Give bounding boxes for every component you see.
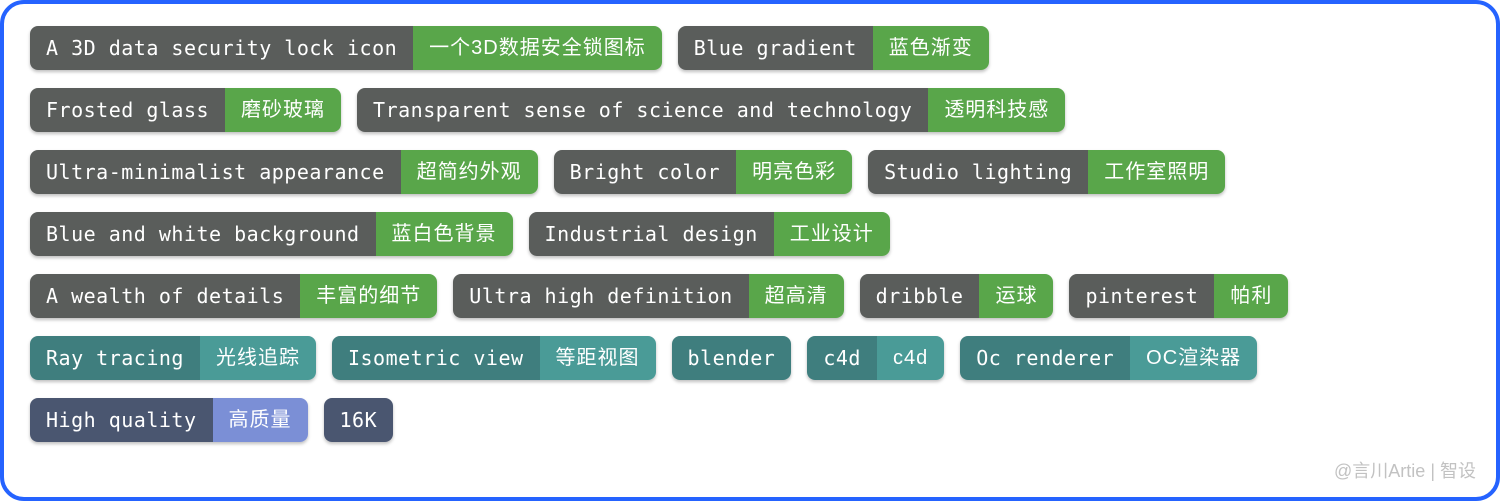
prompt-tag[interactable]: pinterest帕利 xyxy=(1069,274,1288,318)
tag-row: Blue and white background蓝白色背景 Industrial… xyxy=(30,212,1470,256)
tag-english-segment: Blue gradient xyxy=(678,26,873,70)
tag-chinese-segment: 超简约外观 xyxy=(401,150,538,194)
tag-chinese-segment: 工业设计 xyxy=(774,212,890,256)
tag-english-segment: Isometric view xyxy=(332,336,540,380)
tag-chinese-segment: 磨砂玻璃 xyxy=(225,88,341,132)
tag-chinese-segment: 等距视图 xyxy=(540,336,656,380)
prompt-tag[interactable]: Industrial design工业设计 xyxy=(529,212,890,256)
tag-chinese-segment: OC渲染器 xyxy=(1130,336,1257,380)
prompt-tag[interactable]: Blue gradient蓝色渐变 xyxy=(678,26,989,70)
prompt-tag[interactable]: Ultra-minimalist appearance超简约外观 xyxy=(30,150,538,194)
tag-chinese-segment: 高质量 xyxy=(213,398,308,442)
prompt-tag[interactable]: blender xyxy=(672,336,792,380)
tag-english-segment: Ray tracing xyxy=(30,336,200,380)
tag-english-segment: pinterest xyxy=(1069,274,1214,318)
tag-chinese-segment: 工作室照明 xyxy=(1088,150,1225,194)
prompt-tag[interactable]: Ultra high definition超高清 xyxy=(453,274,843,318)
prompt-tag[interactable]: dribble运球 xyxy=(860,274,1054,318)
tag-english-segment: c4d xyxy=(807,336,877,380)
tag-english-segment: Ultra-minimalist appearance xyxy=(30,150,401,194)
tag-chinese-segment: 运球 xyxy=(979,274,1053,318)
tag-panel: A 3D data security lock icon一个3D数据安全锁图标 B… xyxy=(0,0,1500,501)
prompt-tag[interactable]: A wealth of details丰富的细节 xyxy=(30,274,437,318)
tag-row: Ultra-minimalist appearance超简约外观 Bright c… xyxy=(30,150,1470,194)
tag-chinese-segment: 明亮色彩 xyxy=(736,150,852,194)
prompt-tag[interactable]: Transparent sense of science and technol… xyxy=(357,88,1065,132)
tag-row: Frosted glass磨砂玻璃 Transparent sense of sc… xyxy=(30,88,1470,132)
tag-row: Ray tracing光线追踪 Isometric view等距视图 blender… xyxy=(30,336,1470,380)
tag-english-segment: Bright color xyxy=(554,150,737,194)
tag-english-segment: Frosted glass xyxy=(30,88,225,132)
prompt-tag[interactable]: Studio lighting工作室照明 xyxy=(868,150,1225,194)
tag-english-segment: Transparent sense of science and technol… xyxy=(357,88,928,132)
prompt-tag[interactable]: c4dc4d xyxy=(807,336,944,380)
tag-chinese-segment: 帕利 xyxy=(1214,274,1288,318)
tag-chinese-segment: 超高清 xyxy=(749,274,844,318)
tag-english-segment: blender xyxy=(672,336,792,380)
tag-english-segment: High quality xyxy=(30,398,213,442)
prompt-tag[interactable]: Bright color明亮色彩 xyxy=(554,150,853,194)
prompt-tag[interactable]: Oc rendererOC渲染器 xyxy=(960,336,1257,380)
tag-english-segment: dribble xyxy=(860,274,980,318)
tag-chinese-segment: 一个3D数据安全锁图标 xyxy=(413,26,662,70)
prompt-tag[interactable]: Blue and white background蓝白色背景 xyxy=(30,212,513,256)
tag-english-segment: Ultra high definition xyxy=(453,274,748,318)
tag-chinese-segment: 光线追踪 xyxy=(200,336,316,380)
watermark-text: @言川Artie | 智设 xyxy=(1334,457,1476,483)
tag-chinese-segment: 丰富的细节 xyxy=(300,274,437,318)
tag-english-segment: Industrial design xyxy=(529,212,774,256)
tag-chinese-segment: 蓝白色背景 xyxy=(376,212,513,256)
prompt-tag[interactable]: Frosted glass磨砂玻璃 xyxy=(30,88,341,132)
tag-english-segment: Blue and white background xyxy=(30,212,376,256)
prompt-tag[interactable]: A 3D data security lock icon一个3D数据安全锁图标 xyxy=(30,26,662,70)
tag-english-segment: A 3D data security lock icon xyxy=(30,26,413,70)
prompt-tag[interactable]: High quality高质量 xyxy=(30,398,308,442)
tag-row: A wealth of details丰富的细节 Ultra high defin… xyxy=(30,274,1470,318)
prompt-tag[interactable]: Ray tracing光线追踪 xyxy=(30,336,316,380)
prompt-tag[interactable]: 16K xyxy=(324,398,394,442)
tag-row: High quality高质量 16K xyxy=(30,398,1470,442)
tag-chinese-segment: c4d xyxy=(877,336,944,380)
prompt-tag[interactable]: Isometric view等距视图 xyxy=(332,336,656,380)
tag-english-segment: A wealth of details xyxy=(30,274,300,318)
tag-english-segment: Oc renderer xyxy=(960,336,1130,380)
tag-chinese-segment: 透明科技感 xyxy=(928,88,1065,132)
tag-row: A 3D data security lock icon一个3D数据安全锁图标 B… xyxy=(30,26,1470,70)
tag-chinese-segment: 蓝色渐变 xyxy=(873,26,989,70)
tag-english-segment: 16K xyxy=(324,398,394,442)
tag-english-segment: Studio lighting xyxy=(868,150,1088,194)
